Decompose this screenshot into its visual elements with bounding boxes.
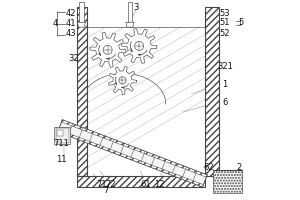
Text: 11: 11 — [56, 155, 67, 164]
Polygon shape — [58, 120, 207, 187]
Text: 41: 41 — [65, 19, 76, 28]
Text: 6: 6 — [222, 98, 228, 107]
Polygon shape — [77, 22, 86, 27]
Text: 711: 711 — [54, 139, 70, 148]
Text: 51: 51 — [220, 18, 230, 27]
Bar — [77, 7, 87, 176]
Bar — [57, 130, 63, 136]
Text: 71: 71 — [96, 180, 107, 189]
Text: 12: 12 — [154, 180, 164, 189]
Bar — [54, 127, 70, 144]
Bar — [77, 176, 205, 187]
Polygon shape — [126, 22, 134, 27]
Text: 53: 53 — [220, 9, 230, 18]
Bar — [213, 170, 242, 193]
Text: 32: 32 — [68, 54, 79, 63]
Text: 42: 42 — [65, 9, 76, 18]
Text: 52: 52 — [220, 29, 230, 38]
Text: 2: 2 — [236, 163, 241, 172]
Text: 5: 5 — [238, 18, 243, 27]
Text: 1: 1 — [222, 80, 227, 89]
Polygon shape — [108, 66, 136, 95]
Text: 62: 62 — [204, 163, 214, 172]
Polygon shape — [58, 130, 203, 187]
Circle shape — [135, 41, 144, 50]
Circle shape — [119, 77, 126, 84]
Bar — [56, 128, 69, 143]
Text: 72: 72 — [105, 180, 116, 189]
Polygon shape — [122, 28, 157, 63]
Text: 4: 4 — [53, 19, 58, 28]
Bar — [128, 2, 132, 22]
Text: 61: 61 — [141, 180, 152, 189]
Polygon shape — [61, 120, 207, 177]
Bar — [79, 2, 84, 22]
Text: 43: 43 — [65, 29, 76, 38]
Text: 3: 3 — [134, 3, 139, 12]
Polygon shape — [90, 32, 125, 67]
Circle shape — [103, 45, 112, 54]
Bar — [205, 7, 219, 176]
Text: 7: 7 — [103, 186, 108, 195]
Text: 321: 321 — [217, 62, 233, 71]
